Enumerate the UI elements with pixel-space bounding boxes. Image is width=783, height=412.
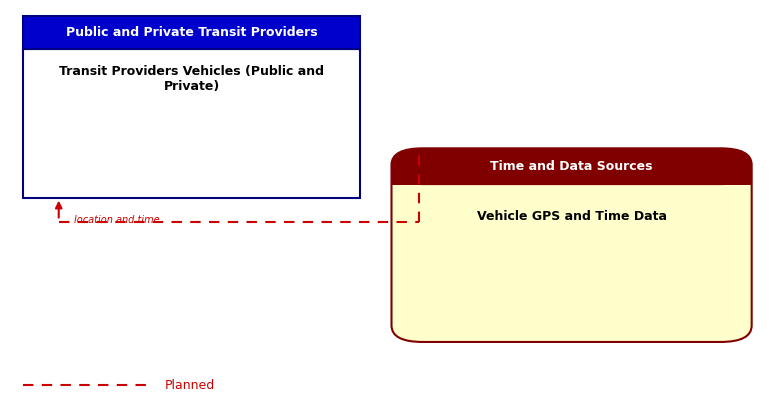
Text: Time and Data Sources: Time and Data Sources xyxy=(490,160,653,173)
Text: Vehicle GPS and Time Data: Vehicle GPS and Time Data xyxy=(477,210,666,223)
Text: Planned: Planned xyxy=(164,379,215,392)
Bar xyxy=(23,16,360,49)
Text: Public and Private Transit Providers: Public and Private Transit Providers xyxy=(66,26,318,39)
Text: location and time: location and time xyxy=(74,215,160,225)
Text: Transit Providers Vehicles (Public and
Private): Transit Providers Vehicles (Public and P… xyxy=(60,65,324,93)
Bar xyxy=(23,49,360,198)
FancyBboxPatch shape xyxy=(392,148,752,185)
FancyBboxPatch shape xyxy=(392,148,752,342)
Bar xyxy=(392,165,752,185)
